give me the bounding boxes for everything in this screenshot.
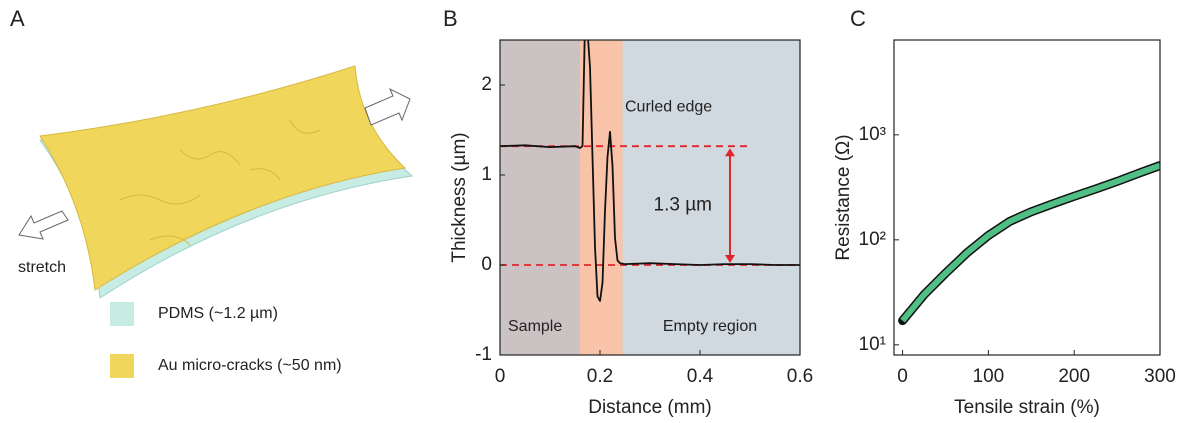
- y-axis-label: Thickness (µm): [449, 132, 470, 262]
- x-tick-label: 0.2: [587, 366, 613, 387]
- panel-label: B: [443, 6, 458, 31]
- legend-label: Au micro-cracks (~50 nm): [158, 357, 342, 374]
- region-label: Curled edge: [625, 99, 712, 116]
- region-label: Empty region: [663, 318, 757, 335]
- region: [500, 40, 580, 355]
- legend-swatch: [110, 354, 134, 378]
- region-label: Sample: [508, 318, 562, 335]
- annotation: stretch: [18, 259, 66, 276]
- y-tick-label: -1: [475, 344, 492, 365]
- axes-frame: [499, 39, 801, 356]
- plot-area: [500, 40, 800, 355]
- arrow-head: [725, 148, 735, 157]
- y-tick-label: 0: [481, 254, 492, 275]
- annotation: 1.3 µm: [654, 195, 712, 216]
- plot-area: [898, 161, 1160, 326]
- y-axis-label: Resistance (Ω): [833, 134, 854, 260]
- y-tick-label: 1: [481, 164, 492, 185]
- y-tick-label: 10²: [859, 229, 886, 250]
- film-illustration: [39, 65, 414, 299]
- panel-label: C: [850, 6, 866, 31]
- y-tick-label: 2: [481, 74, 492, 95]
- line: [500, 40, 800, 302]
- x-axis-label: Tensile strain (%): [954, 397, 1100, 418]
- x-tick-label: 0.4: [687, 366, 714, 387]
- x-tick-label: 100: [973, 366, 1005, 387]
- arrow-head: [725, 255, 735, 263]
- line-outline: [898, 161, 1160, 326]
- x-axis-label: Distance (mm): [588, 397, 712, 418]
- region: [622, 40, 800, 355]
- axes-frame: [893, 39, 1161, 356]
- x-tick-label: 0: [495, 366, 506, 387]
- legend-label: PDMS (~1.2 µm): [158, 305, 278, 322]
- line: [900, 162, 1160, 323]
- x-tick-label: 0: [897, 366, 908, 387]
- y-tick-label: 10¹: [859, 334, 886, 355]
- region: [580, 40, 623, 355]
- x-tick-label: 0.6: [787, 366, 813, 387]
- x-tick-label: 200: [1058, 366, 1090, 387]
- stretch-arrow: [18, 210, 69, 240]
- y-tick-label: 10³: [859, 124, 886, 145]
- panel-label: A: [10, 6, 25, 31]
- stretch-arrow: [364, 87, 411, 126]
- x-tick-label: 300: [1144, 366, 1176, 387]
- legend-swatch: [110, 302, 134, 326]
